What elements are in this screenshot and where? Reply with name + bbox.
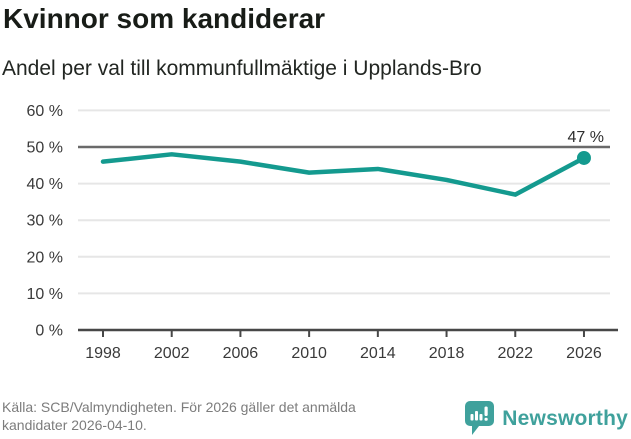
point-label: 47 % (568, 129, 604, 146)
data-line (100, 152, 587, 197)
y-tick-label: 60 % (27, 103, 63, 120)
source-line: kandidater 2026-04-10. (2, 416, 147, 433)
source-line: Källa: SCB/Valmyndigheten. För 2026 gäll… (2, 399, 356, 415)
page-title: Kvinnor som kandiderar (3, 3, 326, 34)
y-tick-label: 30 % (27, 213, 63, 230)
newsworthy-logo-icon (465, 401, 495, 435)
x-tick-label: 2018 (429, 345, 465, 362)
page-subtitle: Andel per val till kommunfullmäktige i U… (2, 57, 482, 80)
x-tick-label: 2022 (497, 345, 533, 362)
x-tick-label: 2010 (291, 345, 327, 362)
y-tick-label: 0 % (35, 323, 63, 340)
y-tick-label: 40 % (27, 176, 63, 193)
y-tick-label: 50 % (27, 140, 63, 157)
y-tick-label: 10 % (27, 286, 63, 303)
data-point-last (576, 150, 591, 165)
x-tick-label: 2006 (223, 345, 259, 362)
x-tick-label: 2026 (566, 345, 602, 362)
newsworthy-brand: Newsworthy (465, 401, 628, 436)
newsworthy-logo-text: Newsworthy (502, 406, 628, 430)
x-tick-label: 1998 (85, 345, 121, 362)
y-tick-label: 20 % (27, 249, 63, 266)
source-text: Källa: SCB/Valmyndigheten. För 2026 gäll… (2, 399, 472, 434)
x-tick-label: 2014 (360, 345, 396, 362)
x-tick-label: 2002 (154, 345, 190, 362)
